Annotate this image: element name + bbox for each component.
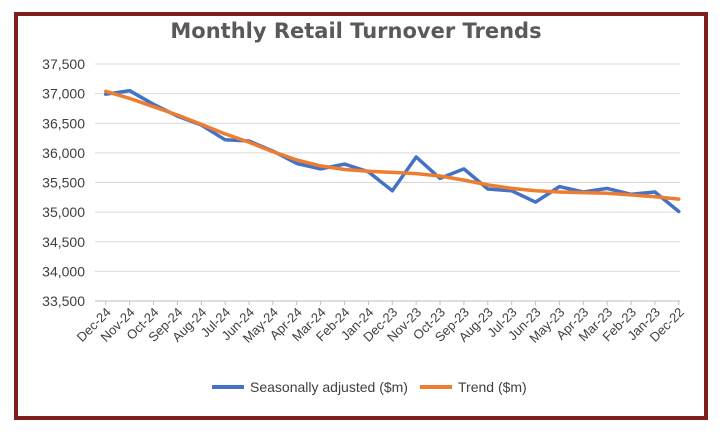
legend-label-trend: Trend ($m) [458, 379, 527, 395]
y-tick-label: 37,500 [42, 56, 85, 72]
y-tick-label: 36,500 [42, 115, 85, 131]
legend: Seasonally adjusted ($m) Trend ($m) [212, 379, 527, 395]
y-tick-label: 37,000 [42, 86, 85, 102]
series-lines [103, 88, 681, 214]
y-tick-label: 34,500 [42, 234, 85, 250]
y-tick-label: 36,000 [42, 145, 85, 161]
chart-frame [14, 12, 708, 420]
legend-label-seasonally-adjusted: Seasonally adjusted ($m) [250, 379, 408, 395]
y-axis-ticks: 33,500 34,000 34,500 35,000 35,500 36,000 36,5… [42, 56, 85, 309]
x-axis-ticks: Dec-24Nov-24Oct-24Sep-24Aug-24Jul-24Jun-… [74, 301, 687, 346]
series-line-trend [103, 89, 681, 201]
chart-title: Monthly Retail Turnover Trends [170, 19, 541, 43]
y-tick-label: 35,500 [42, 175, 85, 191]
y-tick-label: 33,500 [42, 293, 85, 309]
y-tick-label: 34,000 [42, 263, 85, 279]
y-tick-label: 35,000 [42, 204, 85, 220]
grid-lines [95, 63, 680, 302]
